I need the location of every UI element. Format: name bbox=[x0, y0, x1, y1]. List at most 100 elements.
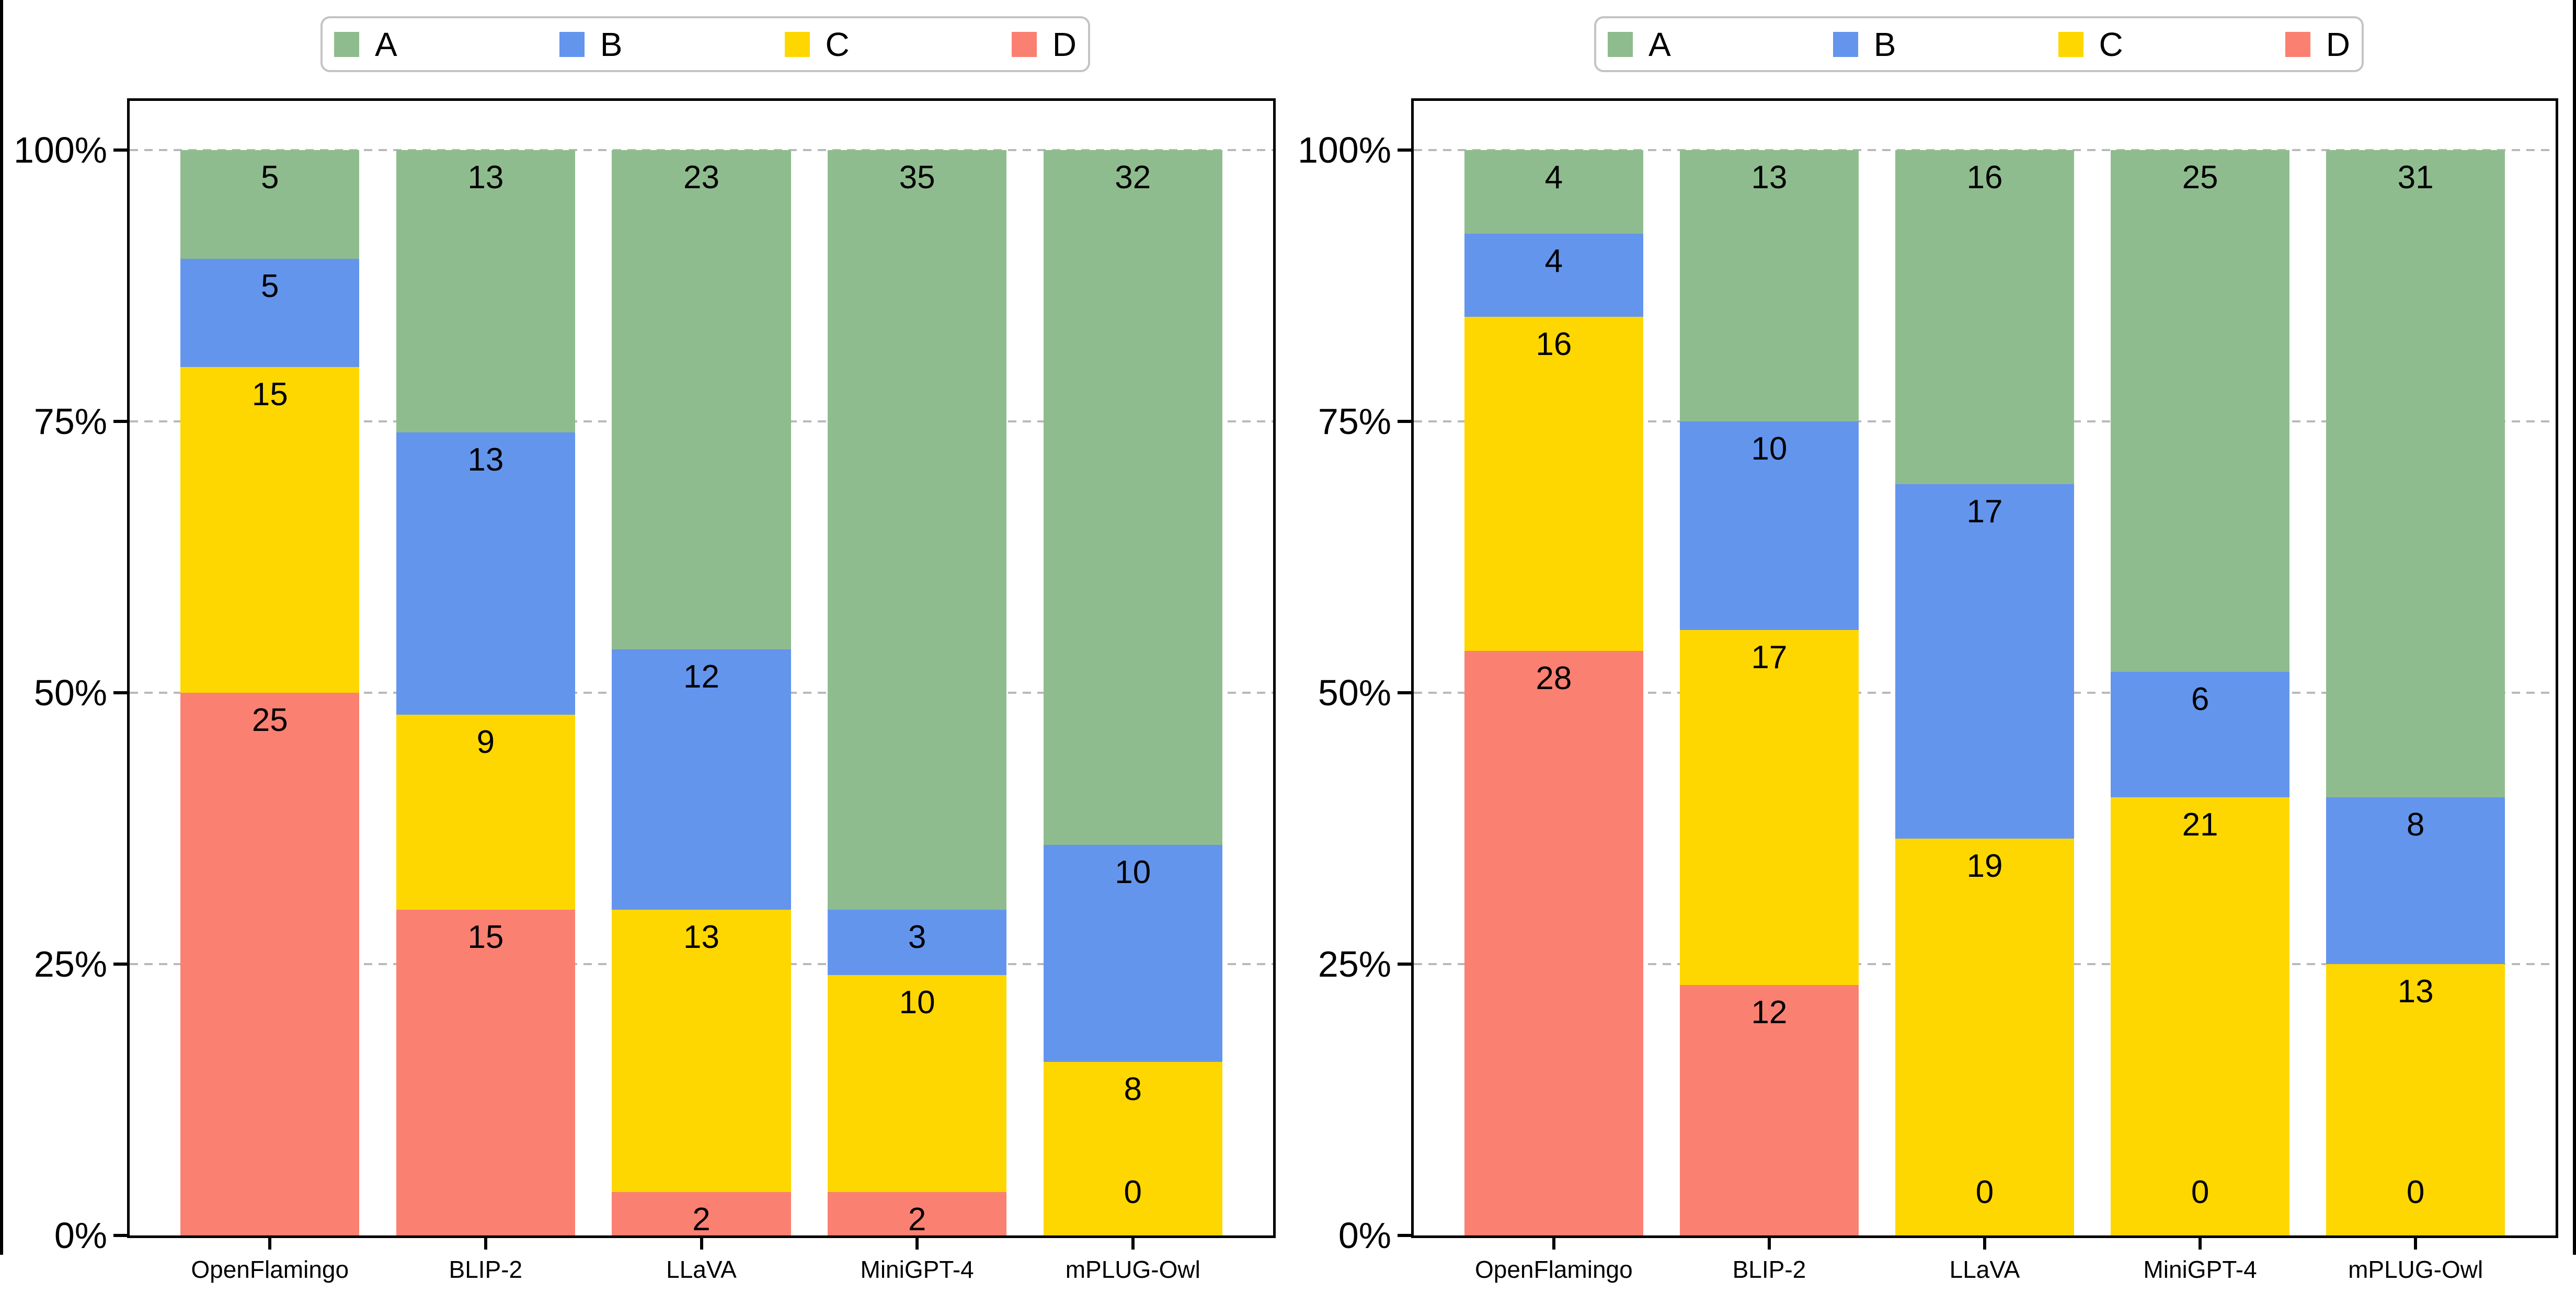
y-tick-label: 25% bbox=[33, 944, 107, 984]
bar-value-label: 21 bbox=[2182, 806, 2218, 843]
bar-value-label: 35 bbox=[899, 159, 935, 196]
bar-segment-B bbox=[1679, 421, 1859, 631]
bar-segment-D bbox=[396, 910, 576, 1235]
x-tick-mark bbox=[1552, 1238, 1555, 1250]
bar-segment-A bbox=[612, 150, 791, 649]
legend-swatch-B bbox=[559, 31, 585, 57]
bar-value-label: 19 bbox=[1966, 848, 2003, 885]
bar-value-label: 9 bbox=[476, 724, 495, 760]
x-tick-mark bbox=[484, 1238, 487, 1250]
bar-value-label: 15 bbox=[251, 376, 288, 413]
y-tick-mark bbox=[1398, 1234, 1411, 1237]
legend-swatch-D bbox=[2285, 31, 2310, 57]
y-tick-label: 100% bbox=[13, 130, 107, 170]
bar-value-label: 13 bbox=[683, 919, 719, 956]
x-tick-label: BLIP-2 bbox=[1732, 1256, 1806, 1283]
bar-segment-A bbox=[827, 150, 1007, 910]
bar-segment-C bbox=[827, 975, 1007, 1192]
bar-segment-B bbox=[612, 649, 791, 910]
x-tick-mark bbox=[915, 1238, 919, 1250]
legend-swatch-C bbox=[784, 31, 810, 57]
bar-segment-D bbox=[827, 1192, 1007, 1235]
y-tick-mark bbox=[113, 148, 127, 152]
bar-value-label: 10 bbox=[1115, 854, 1151, 890]
bar-value-label: 8 bbox=[1124, 1071, 1142, 1107]
bar-segment-B bbox=[1895, 484, 2074, 839]
bar-segment-D bbox=[612, 1192, 791, 1235]
legend-item-B: B bbox=[1833, 28, 1896, 61]
legend-label: B bbox=[600, 25, 623, 63]
y-tick-label: 75% bbox=[1318, 401, 1391, 442]
bar-value-label: 31 bbox=[2397, 159, 2434, 196]
bar-value-label: 2 bbox=[908, 1201, 926, 1235]
bar-segment-A bbox=[180, 150, 360, 259]
bar-value-label: 10 bbox=[899, 984, 935, 1021]
bar-segment-B bbox=[1043, 844, 1223, 1062]
bar-segment-C bbox=[180, 367, 360, 693]
bar-value-label: 25 bbox=[251, 702, 288, 738]
legend-label: A bbox=[1648, 25, 1671, 63]
bar-value-label: 17 bbox=[1751, 639, 1788, 676]
x-tick-mark bbox=[1131, 1238, 1135, 1250]
x-tick-mark bbox=[2199, 1238, 2202, 1250]
y-tick-mark bbox=[113, 963, 127, 966]
x-tick-label: MiniGPT-4 bbox=[860, 1256, 974, 1283]
bar-value-label: 0 bbox=[2191, 1174, 2209, 1210]
legend-label: B bbox=[1873, 25, 1896, 63]
bar-value-label: 13 bbox=[1751, 159, 1788, 196]
legend-label: A bbox=[375, 25, 397, 63]
x-tick-label: mPLUG-Owl bbox=[1065, 1256, 1200, 1283]
bar-segment-C bbox=[1895, 839, 2074, 1235]
bar-segment-D bbox=[1464, 651, 1643, 1235]
x-tick-mark bbox=[2414, 1238, 2418, 1250]
bar-value-label: 10 bbox=[1751, 431, 1788, 467]
legend-swatch-B bbox=[1833, 31, 1858, 57]
gridline-100pct bbox=[1414, 149, 2556, 151]
bar-segment-B bbox=[1464, 233, 1643, 317]
y-tick-label: 50% bbox=[33, 672, 107, 713]
legend-swatch-C bbox=[2058, 31, 2083, 57]
x-tick-label: mPLUG-Owl bbox=[2348, 1256, 2483, 1283]
bar-segment-D bbox=[180, 693, 360, 1235]
bar-value-label: 12 bbox=[683, 658, 719, 695]
plot-area-right: 28 16 4 4 12 17 10 13 0 19 17 16 0 21 6 25 0 13 8 31 bbox=[1411, 98, 2558, 1238]
bar-segment-A bbox=[1895, 150, 2074, 484]
plot-area-left: 25 15 5 5 15 9 13 13 2 13 12 23 2 10 3 35 0 8 10 32 bbox=[127, 98, 1276, 1238]
bar-value-label: 25 bbox=[2182, 159, 2218, 196]
bar-segment-D bbox=[1679, 984, 1859, 1235]
bar-value-label: 13 bbox=[467, 159, 504, 196]
bar-value-label: 16 bbox=[1966, 159, 2003, 196]
legend-label: C bbox=[825, 25, 850, 63]
bar-value-label: 13 bbox=[467, 441, 504, 478]
bar-value-label: 23 bbox=[683, 159, 719, 196]
x-tick-mark bbox=[268, 1238, 272, 1250]
bar-value-label: 8 bbox=[2406, 806, 2425, 843]
bar-value-label: 16 bbox=[1536, 326, 1572, 363]
x-tick-label: MiniGPT-4 bbox=[2143, 1256, 2257, 1283]
bar-segment-A bbox=[396, 150, 576, 432]
bar-segment-B bbox=[827, 910, 1007, 975]
bar-segment-A bbox=[1464, 150, 1643, 234]
bar-value-label: 4 bbox=[1544, 243, 1563, 279]
y-tick-mark bbox=[1398, 963, 1411, 966]
bar-value-label: 0 bbox=[2406, 1174, 2425, 1210]
bar-value-label: 17 bbox=[1966, 493, 2003, 530]
y-tick-mark bbox=[1398, 691, 1411, 694]
legend-label: D bbox=[2326, 25, 2350, 63]
legend-item-C: C bbox=[2058, 28, 2123, 61]
plot-inner-left: 25 15 5 5 15 9 13 13 2 13 12 23 2 10 3 35 0 8 10 32 bbox=[130, 101, 1273, 1235]
bar-segment-A bbox=[2326, 150, 2505, 797]
y-tick-label: 75% bbox=[33, 401, 107, 442]
legend-item-A: A bbox=[334, 28, 397, 61]
bar-value-label: 28 bbox=[1536, 660, 1572, 697]
y-tick-label: 0% bbox=[1338, 1215, 1391, 1256]
y-tick-label: 25% bbox=[1318, 944, 1391, 984]
y-tick-label: 0% bbox=[54, 1215, 107, 1256]
bar-value-label: 32 bbox=[1115, 159, 1151, 196]
x-tick-mark bbox=[1767, 1238, 1771, 1250]
bar-value-label: 6 bbox=[2191, 681, 2209, 718]
left-edge-rule bbox=[0, 0, 3, 1255]
bar-value-label: 0 bbox=[1975, 1174, 1994, 1210]
legend-swatch-D bbox=[1011, 31, 1037, 57]
bar-value-label: 0 bbox=[1124, 1174, 1142, 1210]
